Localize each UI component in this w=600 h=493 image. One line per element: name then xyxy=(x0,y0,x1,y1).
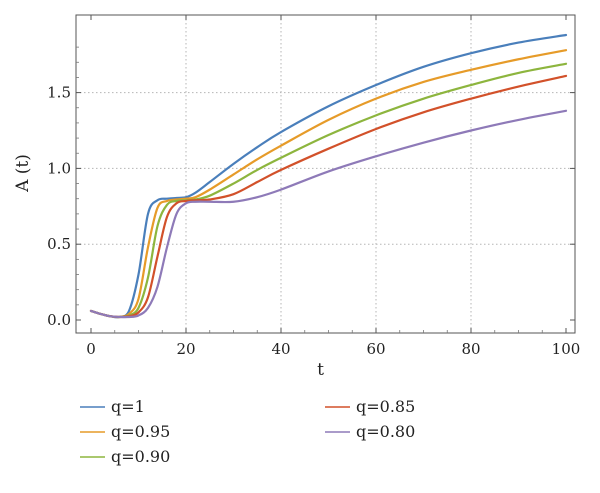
x-tick-label: 80 xyxy=(461,340,480,358)
series-lines xyxy=(89,33,568,319)
x-axis-label: t xyxy=(317,360,324,380)
y-tick-label: 0.5 xyxy=(47,235,71,253)
legend-item: q=0.80 xyxy=(325,422,415,441)
legend-label: q=0.80 xyxy=(356,422,415,441)
legend-item: q=0.85 xyxy=(325,397,415,416)
legend-label: q=0.95 xyxy=(111,422,170,441)
series-line-2 xyxy=(89,49,568,319)
series-line-1 xyxy=(89,33,568,319)
x-tick-label: 40 xyxy=(271,340,290,358)
legend-label: q=0.85 xyxy=(356,397,415,416)
legend-item: q=1 xyxy=(80,397,145,416)
y-axis-label: A (t) xyxy=(13,154,33,193)
plot-frame xyxy=(75,14,576,334)
legend-label: q=0.90 xyxy=(111,447,170,466)
legend-item: q=0.95 xyxy=(80,422,170,441)
series-line-4 xyxy=(89,74,568,319)
series-line-5 xyxy=(89,109,568,319)
x-tick-label: 100 xyxy=(552,340,581,358)
x-tick-label: 20 xyxy=(176,340,195,358)
y-tick-label: 0.0 xyxy=(47,311,71,329)
x-tick-label: 60 xyxy=(366,340,385,358)
x-tick-label: 0 xyxy=(86,340,96,358)
legend-item: q=0.90 xyxy=(80,447,170,466)
axis-ticks: 0 20 40 60 80 100 0.0 0.5 1.0 1.5 xyxy=(47,15,580,358)
legend-label: q=1 xyxy=(111,397,145,416)
y-tick-label: 1.0 xyxy=(47,159,71,177)
y-tick-label: 1.5 xyxy=(47,84,71,102)
legend: q=1 q=0.95 q=0.90 q=0.85 q=0.80 xyxy=(80,397,415,466)
series-line-3 xyxy=(89,62,568,319)
grid xyxy=(76,15,575,333)
